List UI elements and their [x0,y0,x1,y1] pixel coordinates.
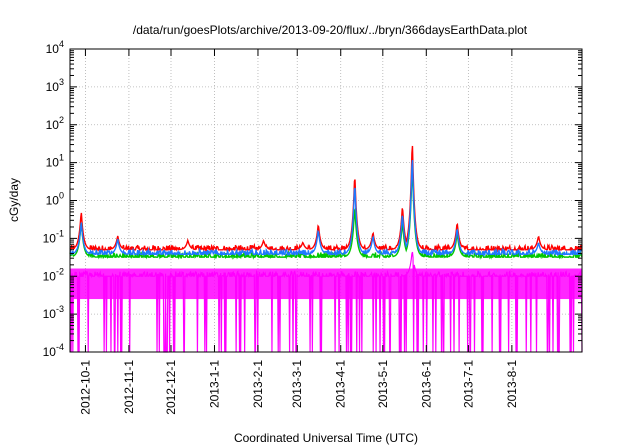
x-tick-label: 2012-12-1 [164,360,178,415]
series-layer [69,145,583,353]
y-tick-label: 104 [46,39,64,56]
x-tick-label: 2013-1-1 [207,360,221,408]
x-tick-label: 2013-7-1 [461,360,475,408]
y-tick-label: 102 [46,115,64,132]
series-line [69,167,583,260]
x-axis-label: Coordinated Universal Time (UTC) [234,431,418,445]
series-line [69,251,583,353]
series-line [69,145,583,253]
x-tick-label: 2013-6-1 [419,360,433,408]
y-tick-label: 101 [46,153,64,170]
y-tick-label: 103 [46,77,64,94]
series-band [70,268,582,300]
x-tick-label: 2012-10-1 [78,360,92,415]
y-tick-label: 10-1 [43,228,64,245]
y-axis-label: cGy/day [7,178,21,222]
chart-title: /data/run/goesPlots/archive/2013-09-20/f… [133,23,528,37]
y-tick-label: 10-4 [43,342,64,359]
series-line [69,160,583,258]
y-tick-label: 10-2 [43,266,64,283]
x-tick-label: 2013-3-1 [290,360,304,408]
y-tick-label: 100 [46,191,64,208]
ticks: 10-4 10-3 10-2 10-1 100 101 102 103 104 2012-10-1… [43,39,582,415]
x-tick-label: 2013-2-1 [251,360,265,408]
grid [70,49,582,352]
x-tick-label: 2012-11-1 [122,360,136,414]
y-tick-label: 10-3 [43,304,64,321]
x-tick-label: 2013-8-1 [505,360,519,408]
x-tick-label: 2013-4-1 [334,360,348,408]
x-tick-label: 2013-5-1 [376,360,390,408]
